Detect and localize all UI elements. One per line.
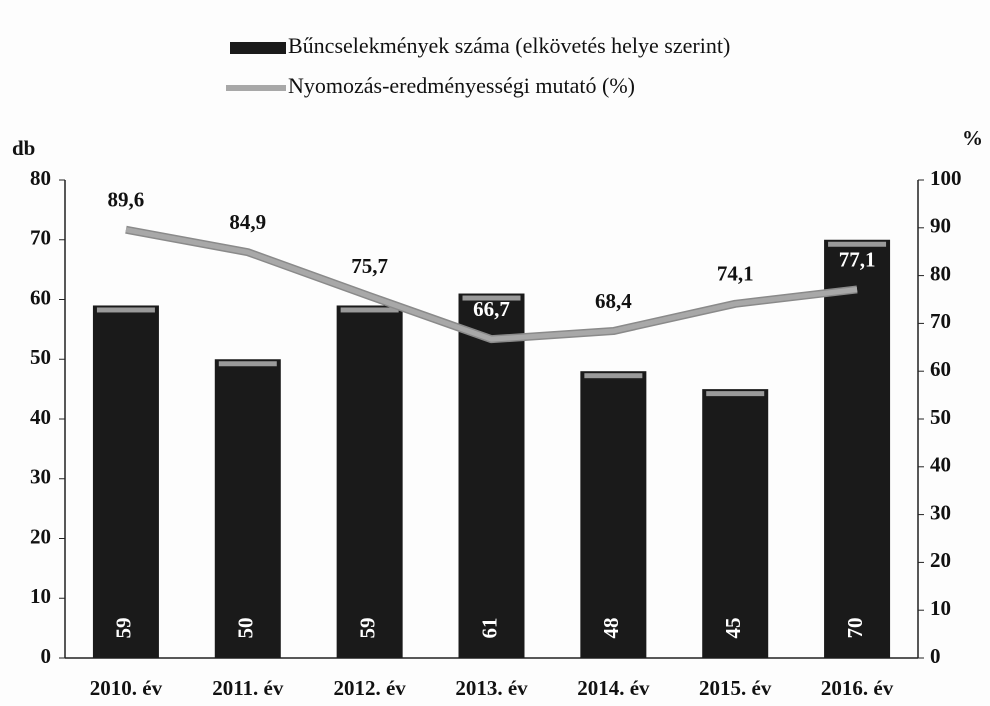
- x-tick-label: 2011. év: [212, 676, 284, 700]
- x-tick-label: 2010. év: [90, 676, 163, 700]
- bar-highlight: [584, 373, 643, 379]
- bar-value-label: 45: [721, 618, 745, 639]
- bar: [580, 371, 647, 658]
- y2-tick-label: 100: [930, 166, 962, 190]
- y-tick-label: 30: [30, 465, 51, 489]
- line-value-label: 84,9: [229, 210, 266, 234]
- bar-value-label: 70: [843, 618, 867, 639]
- line-value-label: 75,7: [351, 254, 388, 278]
- bar: [92, 305, 159, 658]
- line-value-label: 66,7: [473, 297, 510, 321]
- y2-tick-label: 90: [930, 214, 951, 238]
- y2-tick-label: 60: [930, 357, 951, 381]
- bar: [458, 293, 525, 658]
- y2-tick-label: 70: [930, 309, 951, 333]
- y2-tick-label: 80: [930, 261, 951, 285]
- y-tick-label: 50: [30, 345, 51, 369]
- x-tick-label: 2015. év: [699, 676, 772, 700]
- x-tick-label: 2016. év: [821, 676, 894, 700]
- bar-highlight: [462, 295, 521, 301]
- y2-axis-title: %: [962, 126, 983, 150]
- bar-value-label: 59: [355, 618, 379, 639]
- legend-label: Bűncselekmények száma (elkövetés helye s…: [288, 33, 730, 58]
- line-value-label: 68,4: [595, 289, 632, 313]
- line-value-label: 74,1: [717, 262, 754, 286]
- x-tick-label: 2013. év: [455, 676, 528, 700]
- y-tick-label: 70: [30, 226, 51, 250]
- y-tick-label: 0: [41, 644, 52, 668]
- y-tick-label: 60: [30, 285, 51, 309]
- line-value-label: 77,1: [839, 247, 876, 271]
- legend-swatch: [230, 42, 286, 54]
- bar-highlight: [340, 307, 399, 313]
- bar-value-label: 48: [599, 618, 623, 639]
- y2-tick-label: 30: [930, 500, 951, 524]
- bar-highlight: [828, 241, 887, 247]
- bar-value-label: 59: [112, 618, 136, 639]
- bar-value-label: 61: [477, 618, 501, 639]
- y-tick-label: 10: [30, 584, 51, 608]
- bar: [214, 359, 281, 658]
- y-tick-label: 20: [30, 524, 51, 548]
- x-tick-label: 2014. év: [577, 676, 650, 700]
- line-value-label: 89,6: [108, 188, 145, 212]
- legend-label: Nyomozás-eredményességi mutató (%): [288, 73, 635, 98]
- bar: [336, 305, 403, 658]
- y2-tick-label: 20: [930, 548, 951, 572]
- bar-highlight: [706, 391, 765, 397]
- y-axis-title: db: [12, 136, 35, 160]
- bar-highlight: [96, 307, 155, 313]
- x-tick-label: 2012. év: [333, 676, 406, 700]
- y2-tick-label: 50: [930, 405, 951, 429]
- bar-highlight: [218, 361, 277, 367]
- line: [125, 227, 858, 342]
- y-tick-label: 80: [30, 166, 51, 190]
- bar: [824, 239, 891, 658]
- y2-tick-label: 0: [930, 644, 941, 668]
- y2-tick-label: 10: [930, 596, 951, 620]
- bar-value-label: 50: [234, 618, 258, 639]
- y2-tick-label: 40: [930, 453, 951, 477]
- y-tick-label: 40: [30, 405, 51, 429]
- bar: [702, 389, 769, 658]
